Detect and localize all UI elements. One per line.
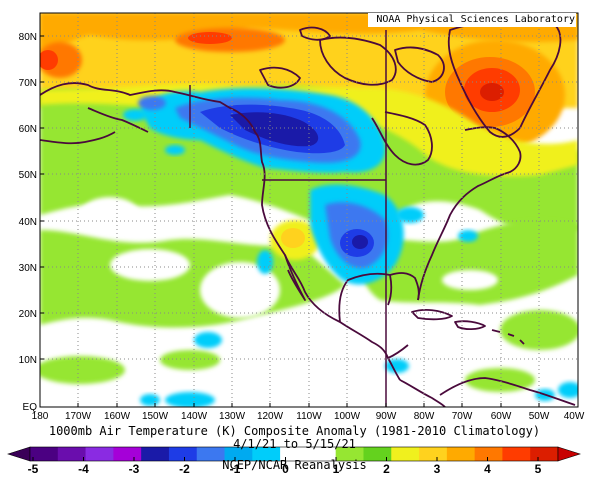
colorbar-segment <box>30 447 59 461</box>
lon-label-110w: 110W <box>296 411 322 422</box>
colorbar-tick-label: 2 <box>383 462 390 476</box>
colorbar-tick-label: -3 <box>129 462 140 476</box>
caption-title: 1000mb Air Temperature (K) Composite Ano… <box>48 424 541 438</box>
colorbar-segment <box>530 447 559 461</box>
lat-label-40n: 40N <box>19 217 37 228</box>
lon-label-120w: 120W <box>257 411 284 422</box>
colorbar-segment <box>224 447 253 461</box>
lon-label-140w: 140W <box>181 411 208 422</box>
colorbar-segment <box>57 447 86 461</box>
colorbar-segment <box>502 447 531 461</box>
lat-label-50n: 50N <box>19 170 37 181</box>
colorbar-high-arrow <box>557 446 581 462</box>
highlight-lines <box>189 30 387 407</box>
colorbar-tick-label: 4 <box>484 462 491 476</box>
colorbar-tick-label: -1 <box>230 462 241 476</box>
credit-background <box>368 13 576 27</box>
colorbar: -5 -4 -3 -2 -1 0 1 2 3 4 5 <box>7 446 581 476</box>
lon-label-150w: 150W <box>142 411 169 422</box>
colorbar-labels: -5 -4 -3 -2 -1 0 1 2 3 4 5 <box>28 462 542 476</box>
colorbar-segment <box>307 447 337 461</box>
colorbar-segment <box>113 447 142 461</box>
colorbar-segment <box>141 447 170 461</box>
caption-source: NCEP/NCAR Reanalysis <box>222 458 367 472</box>
lon-label-130w: 130W <box>219 411 246 422</box>
lat-label-70n: 70N <box>19 78 37 89</box>
colorbar-segment <box>335 447 364 461</box>
colorbar-tick-label: 0 <box>282 462 289 476</box>
axis-ticks <box>40 35 540 407</box>
credit-label: NOAA Physical Sciences Laboratory <box>376 14 575 25</box>
graticule <box>40 13 578 407</box>
colorbar-segment <box>196 447 225 461</box>
lon-label-180: 180 <box>32 411 49 422</box>
lon-labels: 180 170W 160W 150W 140W 130W 120W 110W 1… <box>32 411 585 422</box>
lon-label-160w: 160W <box>104 411 131 422</box>
lon-label-80w: 80W <box>414 411 435 422</box>
colorbar-tick-label: -5 <box>28 462 39 476</box>
caption-dates: 4/1/21 to 5/15/21 <box>233 437 356 451</box>
colorbar-segment <box>252 447 281 461</box>
lon-label-90w: 90W <box>376 411 397 422</box>
lat-label-10n: 10N <box>19 355 37 366</box>
lat-label-60n: 60N <box>19 124 37 135</box>
colorbar-segment <box>363 447 392 461</box>
colorbar-segment <box>85 447 114 461</box>
lon-label-70w: 70W <box>452 411 473 422</box>
anomaly-field <box>40 13 578 407</box>
lon-label-40w: 40W <box>564 411 585 422</box>
lat-label-80n: 80N <box>19 32 37 43</box>
colorbar-tick-label: -2 <box>179 462 190 476</box>
lat-label-20n: 20N <box>19 309 37 320</box>
colorbar-tick-label: 3 <box>434 462 441 476</box>
colorbar-segment <box>391 447 420 461</box>
colorbar-segment <box>280 447 309 461</box>
lon-label-170w: 170W <box>65 411 92 422</box>
lon-label-50w: 50W <box>529 411 550 422</box>
lon-label-100w: 100W <box>334 411 361 422</box>
colorbar-tick-label: 5 <box>535 462 542 476</box>
lat-labels: EQ 10N 20N 30N 40N 50N 60N 70N 80N <box>19 32 38 413</box>
colorbar-segment <box>168 447 198 461</box>
lat-label-30n: 30N <box>19 263 37 274</box>
colorbar-segment <box>474 447 503 461</box>
colorbar-segments <box>29 446 559 462</box>
lat-label-0: EQ <box>23 402 38 413</box>
colorbar-segment <box>446 447 476 461</box>
colorbar-tick-label: -4 <box>78 462 89 476</box>
colorbar-tick-label: 1 <box>333 462 340 476</box>
lon-label-60w: 60W <box>491 411 512 422</box>
colorbar-segment <box>419 447 448 461</box>
colorbar-ticks <box>32 457 539 461</box>
